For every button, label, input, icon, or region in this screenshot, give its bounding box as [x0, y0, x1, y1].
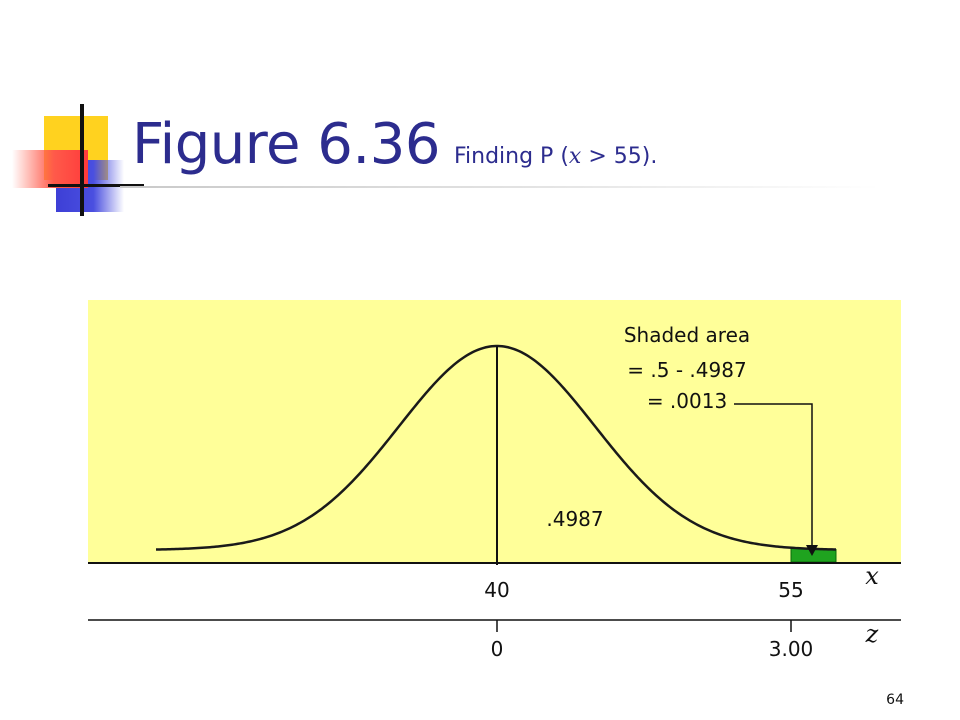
title-subtitle: Finding P (x > 55). — [454, 144, 657, 169]
decor-horizontal-line — [48, 184, 144, 187]
x-tick-label-55: 55 — [778, 578, 803, 602]
z-axis-name: z — [865, 620, 879, 648]
annotation-line-2: = .5 - .4987 — [627, 358, 746, 382]
slide-title: Figure 6.36 Finding P (x > 55). — [132, 112, 657, 177]
x-axis-name: x — [865, 562, 879, 590]
center-area-label: .4987 — [546, 507, 603, 531]
page-number: 64 — [886, 692, 904, 708]
decor-vertical-line — [80, 104, 84, 216]
z-tick-label-3: 3.00 — [769, 637, 814, 661]
subtitle-suffix: > 55). — [581, 144, 658, 169]
title-main: Figure 6.36 — [132, 112, 440, 177]
decor-red-bar — [12, 150, 88, 188]
subtitle-prefix: Finding P ( — [453, 144, 569, 169]
x-tick-label-40: 40 — [484, 578, 509, 602]
annotation-line-1: Shaded area — [624, 323, 750, 347]
title-rule — [120, 186, 880, 188]
z-tick-label-0: 0 — [491, 637, 504, 661]
subtitle-variable: x — [568, 144, 582, 169]
annotation-line-3: = .0013 — [647, 389, 727, 413]
annotation-leader-line — [734, 403, 813, 551]
annotation-arrowhead — [806, 545, 818, 556]
figure-panel — [88, 300, 901, 563]
